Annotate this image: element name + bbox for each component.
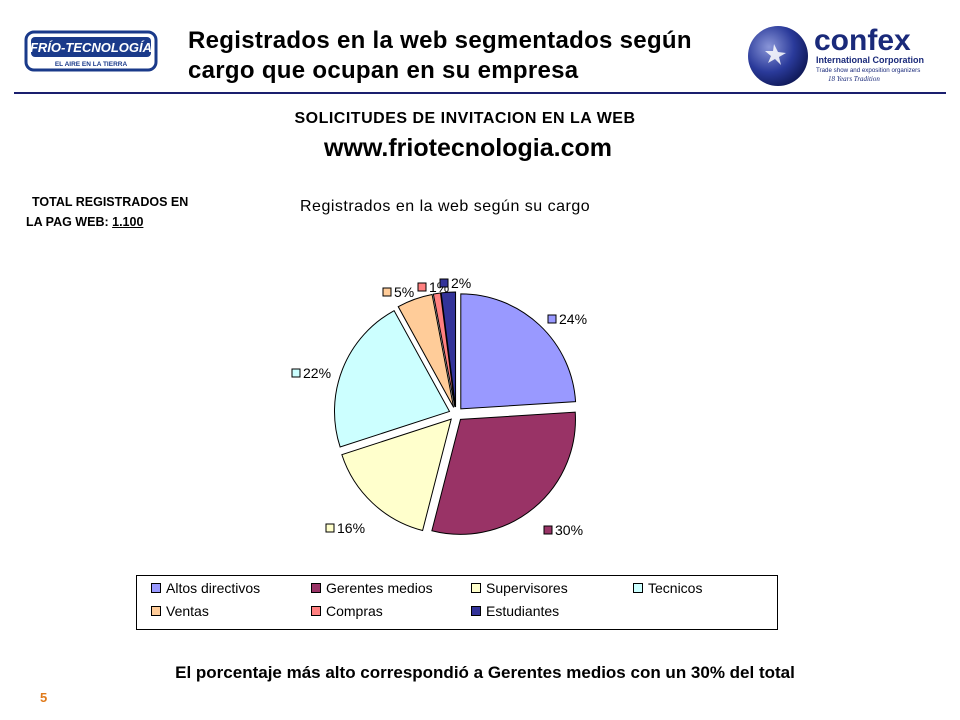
data-label: 24% (559, 311, 587, 327)
data-label: 22% (303, 365, 331, 381)
pie-slice (333, 309, 451, 448)
legend-swatch (151, 606, 161, 617)
legend-item: Ventas (151, 601, 209, 621)
pie-slice (440, 291, 457, 408)
legend-item: Altos directivos (151, 578, 260, 598)
legend-swatch (471, 583, 481, 594)
pie-chart: 24%30%16%22%5% 1% 2% (291, 275, 587, 538)
frio-tecnologia-logo: FRÍO-TECNOLOGÍA EL AIRE EN LA TIERRA (24, 28, 160, 74)
legend-label: Tecnicos (648, 580, 703, 596)
legend-label: Compras (326, 603, 383, 619)
legend-item: Tecnicos (633, 578, 702, 598)
logo-right-name: confex (814, 24, 911, 57)
logo-left-tagline: EL AIRE EN LA TIERRA (55, 61, 128, 68)
data-label-swatch (543, 525, 553, 535)
data-label: 2% (451, 275, 471, 291)
page-number: 5 (40, 690, 48, 705)
legend-item: Supervisores (471, 578, 568, 598)
data-label: 16% (337, 520, 365, 536)
pie-slice (460, 293, 577, 410)
chart-legend: Altos directivos Gerentes medios Superviso… (136, 575, 778, 630)
legend-swatch (633, 583, 643, 594)
header-divider (14, 92, 946, 94)
legend-label: Altos directivos (166, 580, 261, 596)
logo-right-line3: 18 Years Tradition (828, 75, 880, 83)
data-label-swatch (417, 282, 427, 292)
pie-slice (397, 293, 455, 408)
confex-logo: confex International Corporation Trade s… (742, 20, 942, 88)
data-label-swatch (547, 314, 557, 324)
data-label-swatch (382, 287, 392, 297)
data-label: 30% (555, 522, 583, 538)
legend-item: Estudiantes (471, 601, 559, 621)
legend-swatch (471, 606, 481, 617)
legend-label: Gerentes medios (326, 580, 433, 596)
subtitle: SOLICITUDES DE INVITACION EN LA WEB (294, 110, 636, 127)
legend-label: Estudiantes (486, 603, 560, 619)
total-value: 1.100 (112, 215, 144, 229)
total-label-line2: LA PAG WEB: (26, 215, 109, 229)
legend-swatch (311, 606, 321, 617)
legend-label: Supervisores (486, 580, 568, 596)
legend-swatch (311, 583, 321, 594)
legend-label: Ventas (166, 603, 209, 619)
footnote: El porcentaje más alto correspondió a Ge… (175, 663, 795, 682)
legend-item: Compras (311, 601, 383, 621)
pie-slice (341, 418, 452, 532)
logo-right-line1: International Corporation (816, 55, 924, 65)
total-label-line1: TOTAL REGISTRADOS EN (32, 195, 189, 209)
page-title: Registrados en la web segmentados según … (188, 27, 692, 84)
total-registrados: TOTAL REGISTRADOS EN LA PAG WEB: 1.100 (26, 192, 246, 232)
logo-right-line2: Trade show and exposition organizers (816, 67, 920, 74)
legend-swatch (151, 583, 161, 594)
logo-left-name: FRÍO-TECNOLOGÍA (30, 40, 152, 55)
website-url: www.friotecnologia.com (324, 134, 612, 162)
chart-title: Registrados en la web según su cargo (300, 198, 591, 215)
pie-slice (432, 292, 456, 408)
legend-item: Gerentes medios (311, 578, 433, 598)
pie-slice (431, 411, 576, 535)
data-label-swatch (325, 523, 335, 533)
data-label-swatch (439, 278, 449, 288)
star-icon (765, 44, 786, 65)
data-label: 5% (394, 284, 414, 300)
data-label-swatch (291, 368, 301, 378)
